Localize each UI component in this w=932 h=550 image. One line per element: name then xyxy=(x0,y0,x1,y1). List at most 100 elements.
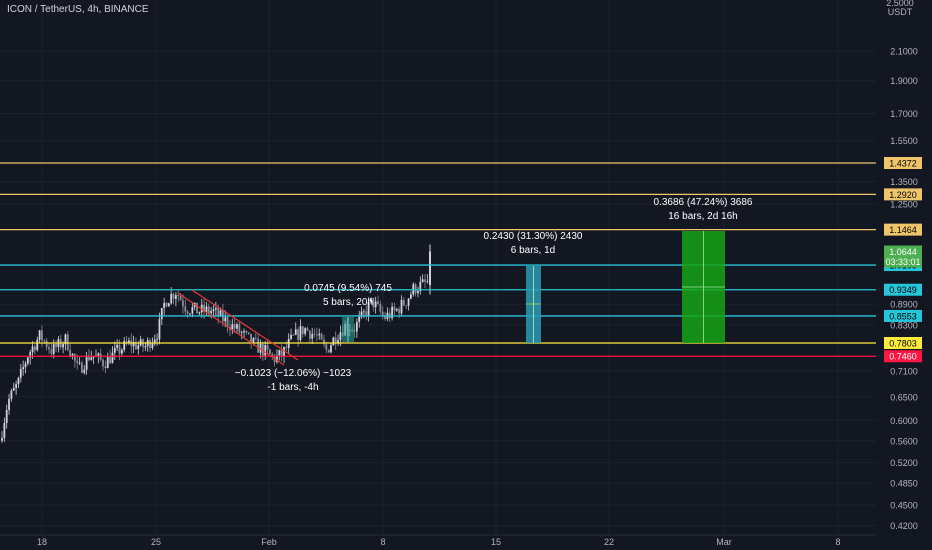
candle-body xyxy=(407,298,410,306)
candle-body xyxy=(144,346,147,348)
candle-body xyxy=(398,309,401,314)
candle-body xyxy=(414,284,417,294)
candle-body xyxy=(69,350,72,357)
candle-body xyxy=(254,338,257,340)
candle-body xyxy=(22,367,25,370)
candle-body xyxy=(182,300,184,307)
current-price-text: 1.0644 xyxy=(889,247,917,257)
candle-body xyxy=(332,337,335,346)
measure-small-line1: 0.0745 (9.54%) 745 xyxy=(304,283,392,294)
candle-body xyxy=(24,363,27,368)
candle-body xyxy=(76,360,79,364)
candle-body xyxy=(395,309,398,311)
candle-body xyxy=(217,308,220,317)
price-tick-label: 0.4850 xyxy=(890,479,918,489)
price-tick-label: 0.4500 xyxy=(890,501,918,511)
price-tick-label: 0.8300 xyxy=(890,320,918,330)
price-tag: 0.7803 xyxy=(884,337,922,349)
candle-body xyxy=(316,334,318,336)
candle-body xyxy=(323,339,325,345)
countdown-text: 03:33:01 xyxy=(885,257,920,267)
candle-body xyxy=(247,332,250,334)
candle-body xyxy=(92,356,95,358)
candle-body xyxy=(203,304,205,312)
price-tick-label: 0.4200 xyxy=(890,521,918,531)
candle-body xyxy=(219,310,222,317)
candle-body xyxy=(66,334,69,351)
candle-body xyxy=(325,344,328,350)
candle-body xyxy=(358,316,361,322)
candle-body xyxy=(264,345,267,356)
price-tick-label: 0.6500 xyxy=(890,392,918,402)
candle-body xyxy=(231,324,234,331)
candle-body xyxy=(339,332,342,341)
candle-body xyxy=(327,349,330,353)
date-tick-label: 15 xyxy=(491,537,501,547)
candle-body xyxy=(313,333,316,335)
measure-box-small[interactable] xyxy=(342,317,354,342)
candle-body xyxy=(276,355,278,363)
candle-body xyxy=(73,354,76,361)
date-tick-label: 8 xyxy=(835,537,840,547)
candle-body xyxy=(170,293,173,304)
candle-body xyxy=(402,299,405,306)
time-axis[interactable]: 18 25 Feb 8 15 22 Mar 8 xyxy=(0,534,932,550)
price-tick-label: 1.7000 xyxy=(890,109,918,119)
candle-body xyxy=(297,329,299,341)
price-tag-text: 0.8553 xyxy=(889,311,917,321)
candle-body xyxy=(421,279,424,282)
candle-body xyxy=(38,330,41,340)
candle-body xyxy=(405,305,408,307)
candle-body xyxy=(367,301,370,316)
candle-body xyxy=(104,366,107,369)
measure-label-teal: 0.2430 (31.30%) 2430 6 bars, 1d xyxy=(484,231,583,256)
candle-body xyxy=(55,344,57,348)
candle-body xyxy=(116,344,119,348)
candle-body xyxy=(226,317,229,327)
candle-body xyxy=(205,306,208,312)
candle-body xyxy=(34,346,36,351)
axis-unit-label: USDT xyxy=(888,7,913,17)
candle-body xyxy=(3,423,6,438)
candle-body xyxy=(283,347,285,357)
red-channel[interactable] xyxy=(177,289,299,366)
candle-body xyxy=(353,330,356,332)
candle-body xyxy=(257,338,260,353)
candle-body xyxy=(83,369,86,373)
candle-body xyxy=(5,409,8,424)
measure-box-teal[interactable] xyxy=(526,266,541,343)
candle-body xyxy=(8,398,10,410)
candle-body xyxy=(41,330,43,341)
candle-body xyxy=(233,324,236,329)
candle-body xyxy=(31,346,34,353)
measure-large-line1: 0.3686 (47.24%) 3686 xyxy=(654,197,753,208)
measure-label-small: 0.0745 (9.54%) 745 5 bars, 20h xyxy=(304,283,392,308)
candle-body xyxy=(410,294,412,299)
candle-body xyxy=(158,319,161,340)
candle-body xyxy=(156,339,158,341)
date-tick-label: Mar xyxy=(716,537,732,547)
price-tag-text: 1.1464 xyxy=(889,225,917,235)
price-tag: 0.8553 xyxy=(884,309,922,322)
horizontal-lines[interactable] xyxy=(0,162,876,357)
candle-body xyxy=(81,362,83,373)
candle-body xyxy=(292,334,295,336)
measure-box-large[interactable] xyxy=(682,231,725,343)
candle-body xyxy=(243,330,245,333)
candle-body xyxy=(250,333,252,344)
candle-body xyxy=(391,306,393,319)
candle-body xyxy=(109,356,111,364)
candle-body xyxy=(212,309,215,312)
candle-body xyxy=(285,347,288,348)
date-tick-label: Feb xyxy=(261,537,277,547)
candle-body xyxy=(139,339,142,346)
candle-body xyxy=(128,340,130,344)
candle-body xyxy=(175,295,177,299)
candle-body xyxy=(29,352,32,358)
price-axis[interactable]: 2.5000 USDT 2.1000 1.9000 1.7000 1.5500 1.35… xyxy=(876,0,932,535)
measure-red-line1: −0.1023 (−12.06%) −1023 xyxy=(235,368,352,379)
candle-body xyxy=(290,334,292,339)
candle-body xyxy=(17,377,20,385)
price-tick-label: 2.1000 xyxy=(890,47,918,57)
